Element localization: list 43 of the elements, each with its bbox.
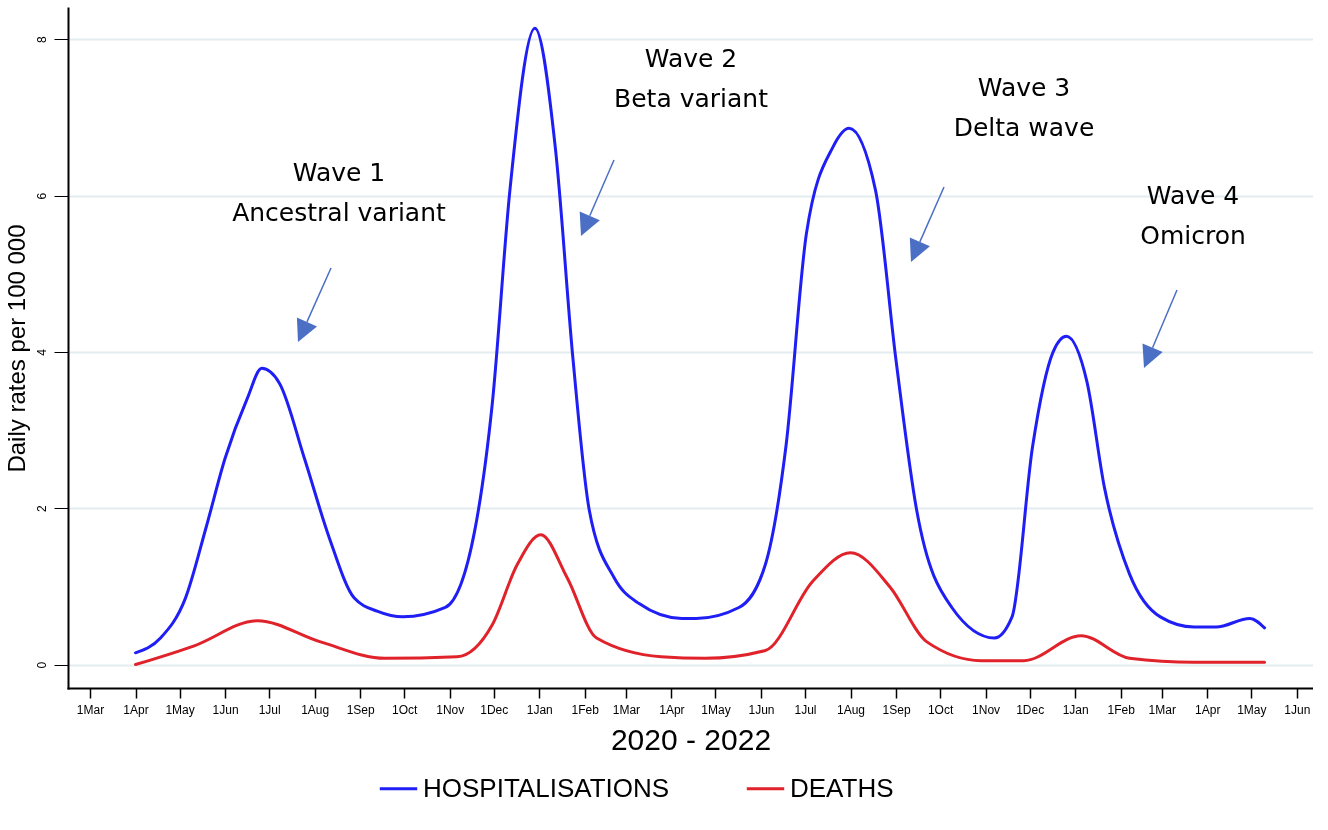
x-tick-label: 1Dec (480, 702, 509, 717)
x-tick-label: 1Aug (837, 702, 866, 717)
x-tick-label: 1Sep (346, 702, 375, 717)
annotation: Wave 2 Beta variant (614, 44, 769, 113)
y-tick-label: 8 (34, 36, 49, 44)
x-tick-label: 1Feb (1107, 702, 1136, 717)
x-tick-label: 1May (165, 702, 195, 717)
line-series (134, 26, 1267, 655)
x-tick-label: 1May (1237, 702, 1267, 717)
x-tick-label: 1Nov (972, 702, 1001, 717)
x-tick-label: 1Oct (927, 702, 954, 717)
x-tick-label: 1Jun (748, 702, 775, 717)
x-tick-label: 1Jan (526, 702, 553, 717)
annotation: Wave 4 Omicron (1140, 181, 1246, 250)
x-tick-label: 1Jun (212, 702, 239, 717)
x-tick-label: 1Sep (882, 702, 911, 717)
y-tick-label: 4 (34, 348, 49, 356)
y-tick-label: 2 (34, 505, 49, 513)
x-tick-label: 1Mar (612, 702, 641, 717)
x-tick-label: 1Aug (301, 702, 330, 717)
x-tick-label: 1Dec (1016, 702, 1045, 717)
x-tick-label: 1Nov (436, 702, 465, 717)
legend-label: DEATHS (790, 772, 894, 803)
x-tick-label: 1Jul (794, 702, 817, 717)
y-tick-label: 6 (34, 192, 49, 200)
y-tick-label: 0 (34, 661, 49, 669)
x-tick-label: 1Apr (659, 702, 685, 717)
x-tick-label: 1Jan (1062, 702, 1089, 717)
annotation: Wave 1 Ancestral variant (232, 158, 447, 227)
x-tick-label: 1Mar (76, 702, 105, 717)
x-tick-label: 1Apr (123, 702, 149, 717)
x-tick-label: 1Apr (1195, 702, 1221, 717)
x-tick-label: 1Jul (258, 702, 281, 717)
y-axis-title: Daily rates per 100 000 (2, 224, 30, 473)
x-tick-label: 1Jun (1284, 702, 1311, 717)
x-tick-label: 1Feb (571, 702, 600, 717)
x-axis-title: 2020 - 2022 (610, 722, 772, 756)
x-tick-label: 1Mar (1148, 702, 1176, 717)
legend-label: HOSPITALISATIONS (423, 772, 670, 803)
x-tick-label: 1May (701, 702, 731, 717)
x-tick-label: 1Oct (392, 702, 419, 717)
annotation: Wave 3 Delta wave (953, 73, 1095, 142)
line-series (134, 533, 1267, 667)
